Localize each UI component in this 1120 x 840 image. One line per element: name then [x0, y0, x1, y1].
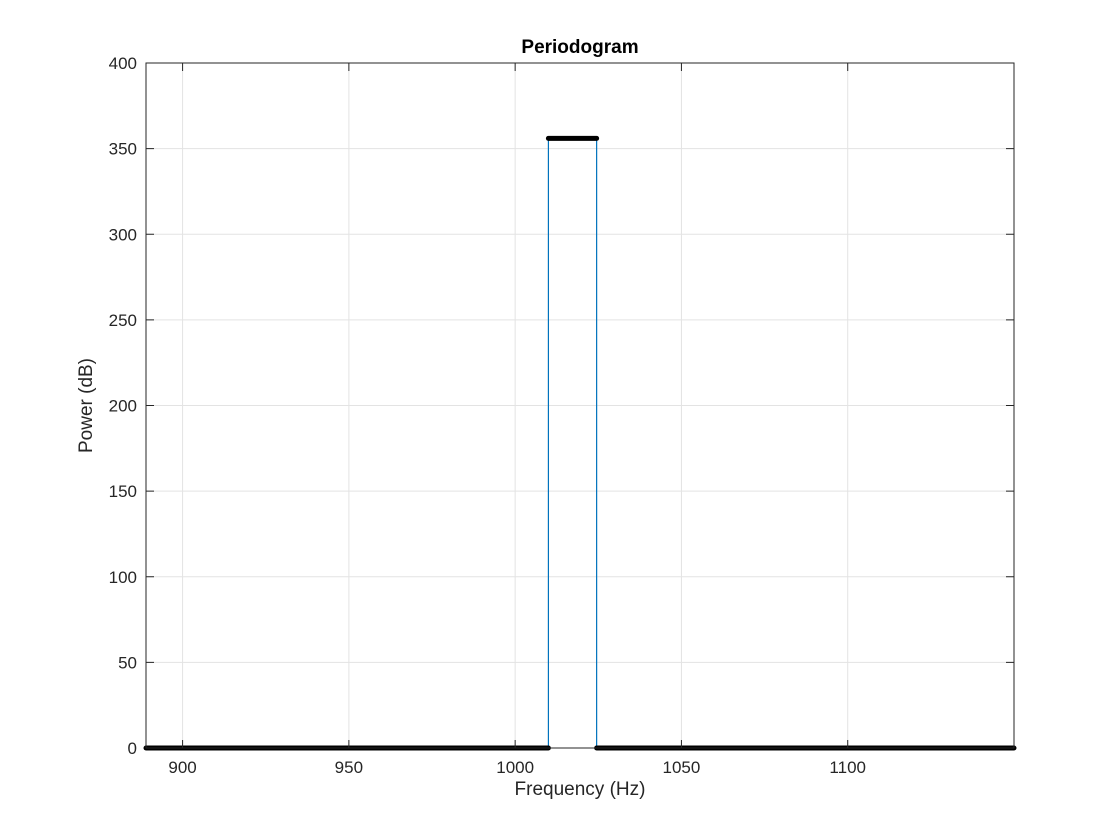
y-axis-label: Power (dB) [76, 358, 97, 453]
x-tick-label: 1050 [663, 758, 701, 777]
x-tick-label: 1100 [829, 758, 866, 777]
x-tick-label: 950 [335, 758, 363, 777]
y-tick-label: 0 [128, 739, 137, 758]
y-axis-ticks: 0 50 100 150 200 250 300 350 400 [109, 54, 1014, 758]
y-tick-label: 100 [109, 568, 137, 587]
y-tick-label: 350 [109, 140, 137, 159]
y-tick-label: 200 [109, 397, 137, 416]
y-tick-label: 300 [109, 225, 137, 244]
y-tick-label: 400 [109, 54, 137, 73]
x-tick-label: 900 [168, 758, 196, 777]
x-tick-label: 1000 [496, 758, 534, 777]
y-tick-label: 50 [118, 653, 137, 672]
x-axis-label: Frequency (Hz) [515, 779, 646, 800]
chart-title: Periodogram [521, 37, 638, 58]
y-tick-label: 150 [109, 482, 137, 501]
y-tick-label: 250 [109, 311, 137, 330]
x-axis-ticks: 900 950 1000 1050 1100 [168, 63, 866, 777]
